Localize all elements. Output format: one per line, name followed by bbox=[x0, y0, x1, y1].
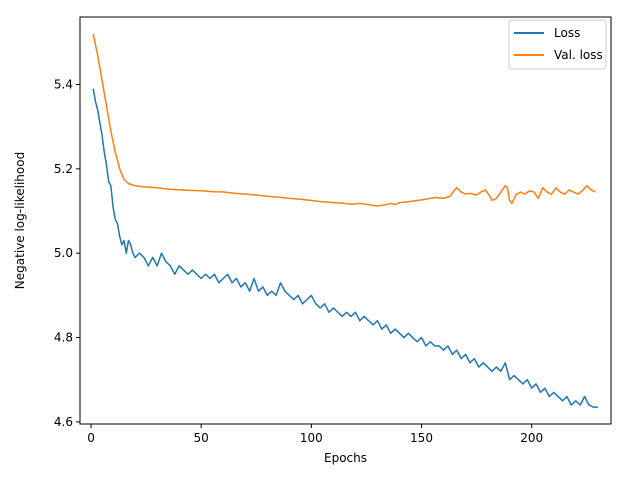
legend-label-loss: Loss bbox=[554, 26, 580, 40]
plot-area bbox=[79, 16, 612, 425]
x-axis: 0 50 100 150 200 bbox=[87, 424, 543, 445]
series-layer bbox=[92, 33, 598, 408]
x-tick-label: 200 bbox=[520, 431, 543, 445]
legend: Loss Val. loss bbox=[508, 19, 607, 70]
x-tick-label: 50 bbox=[194, 431, 209, 445]
y-tick-label: 5.4 bbox=[54, 77, 73, 91]
y-tick-label: 4.8 bbox=[54, 331, 73, 345]
x-axis-label: Epochs bbox=[324, 451, 367, 465]
y-tick-label: 5.2 bbox=[54, 162, 73, 176]
x-tick-label: 100 bbox=[300, 431, 323, 445]
y-axis-label: Negative log-likelihood bbox=[13, 152, 27, 289]
y-tick-label: 4.6 bbox=[54, 415, 73, 429]
x-tick-label: 150 bbox=[410, 431, 433, 445]
y-tick-label: 5.0 bbox=[54, 246, 73, 260]
y-axis: 4.6 4.8 5.0 5.2 5.4 bbox=[54, 77, 80, 429]
x-tick-label: 0 bbox=[87, 431, 95, 445]
legend-label-val-loss: Val. loss bbox=[554, 48, 603, 62]
series-line-val-loss bbox=[92, 33, 596, 207]
series-line-loss bbox=[92, 88, 598, 408]
